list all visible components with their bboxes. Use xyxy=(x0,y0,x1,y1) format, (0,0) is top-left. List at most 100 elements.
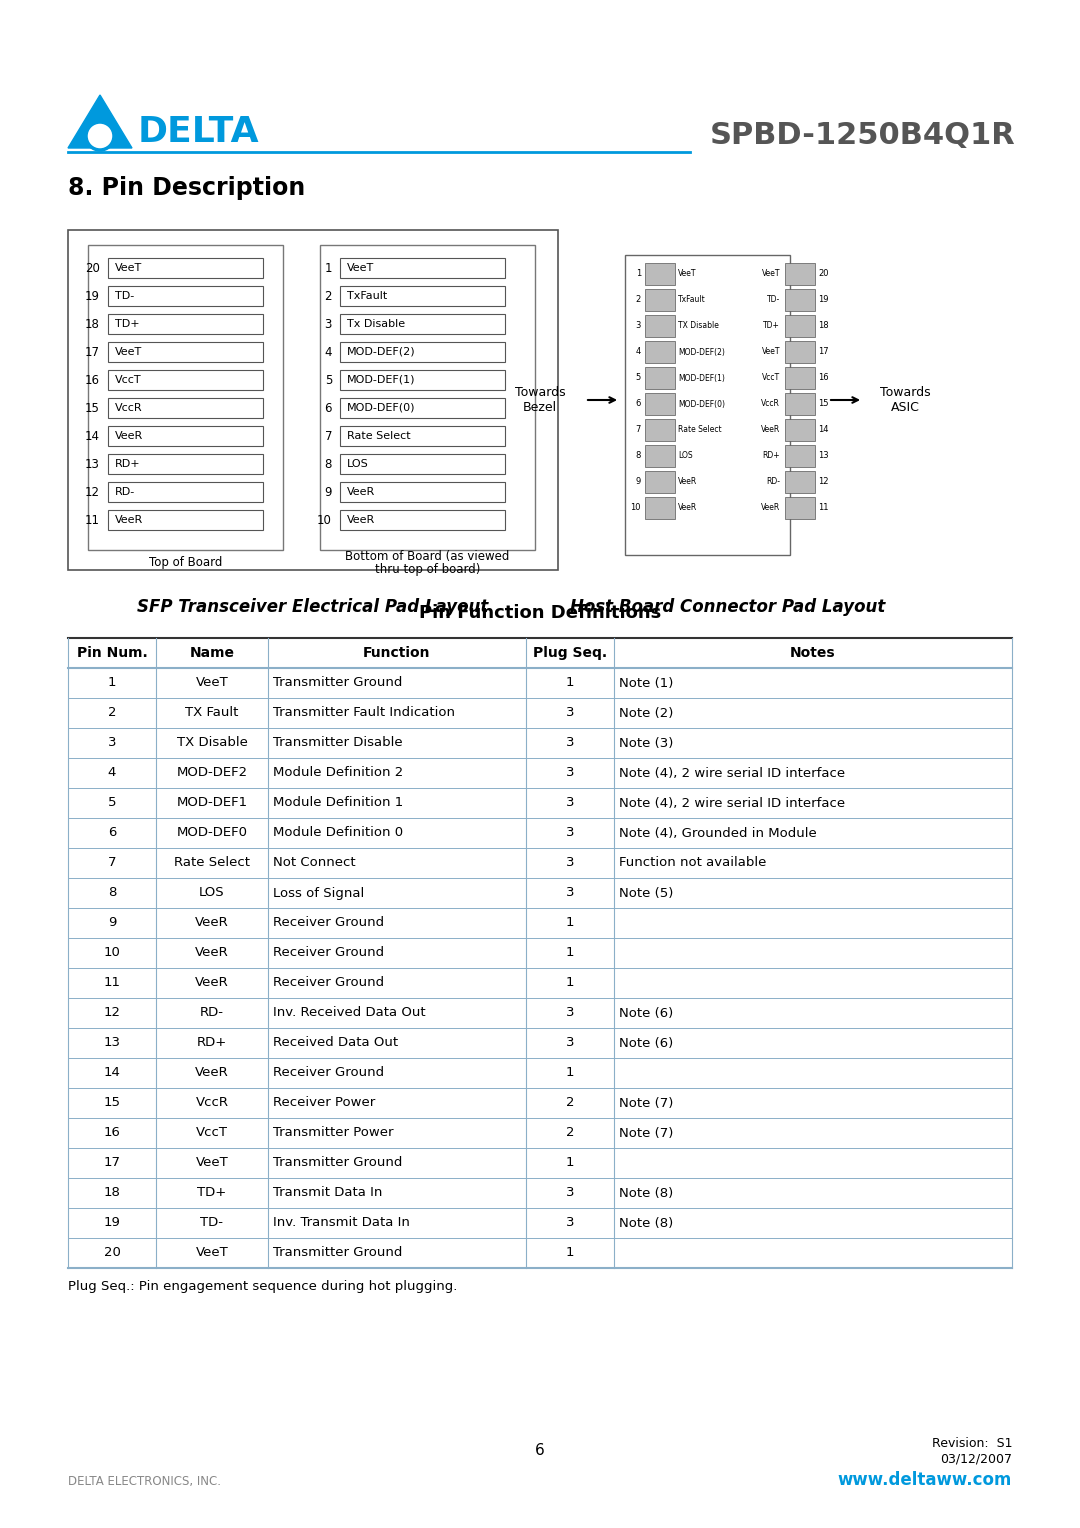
Bar xyxy=(645,419,675,442)
Text: TD+: TD+ xyxy=(114,319,139,329)
Text: TD+: TD+ xyxy=(764,321,780,330)
Text: 19: 19 xyxy=(818,295,828,304)
Text: 18: 18 xyxy=(85,318,100,330)
Bar xyxy=(108,510,264,530)
Bar xyxy=(108,481,264,503)
Text: 2: 2 xyxy=(324,289,332,303)
Text: 18: 18 xyxy=(104,1187,121,1199)
Text: Note (3): Note (3) xyxy=(619,736,673,750)
Text: MOD-DEF(0): MOD-DEF(0) xyxy=(347,403,416,413)
Bar xyxy=(785,419,815,442)
Text: 11: 11 xyxy=(85,513,100,527)
Text: 2: 2 xyxy=(566,1126,575,1140)
Text: 2: 2 xyxy=(108,706,117,720)
Text: Loss of Signal: Loss of Signal xyxy=(273,886,364,900)
Bar xyxy=(785,367,815,390)
Text: 12: 12 xyxy=(104,1007,121,1019)
Text: VeeT: VeeT xyxy=(195,1157,228,1169)
Text: 16: 16 xyxy=(818,373,828,382)
Text: Note (1): Note (1) xyxy=(619,677,673,689)
Bar xyxy=(68,231,558,570)
Text: 7: 7 xyxy=(636,425,642,434)
Text: 20: 20 xyxy=(85,261,100,275)
Text: VeeR: VeeR xyxy=(760,425,780,434)
Text: 8: 8 xyxy=(108,886,117,900)
Text: 1: 1 xyxy=(566,1067,575,1079)
Text: Bottom of Board (as viewed: Bottom of Board (as viewed xyxy=(346,550,510,562)
Text: Receiver Ground: Receiver Ground xyxy=(273,946,384,960)
Bar xyxy=(645,341,675,364)
Text: Rate Select: Rate Select xyxy=(174,857,249,869)
Bar xyxy=(340,258,505,278)
Text: Note (6): Note (6) xyxy=(619,1007,673,1019)
Text: 8. Pin Description: 8. Pin Description xyxy=(68,176,306,200)
Bar xyxy=(645,289,675,312)
Text: 15: 15 xyxy=(818,399,828,408)
Text: 11: 11 xyxy=(818,504,828,512)
Bar xyxy=(625,255,789,555)
Text: Transmitter Disable: Transmitter Disable xyxy=(273,736,403,750)
Text: Receiver Power: Receiver Power xyxy=(273,1097,375,1109)
Text: Receiver Ground: Receiver Ground xyxy=(273,976,384,990)
Text: 8: 8 xyxy=(636,451,642,460)
Text: Transmitter Fault Indication: Transmitter Fault Indication xyxy=(273,706,455,720)
Text: Transmitter Ground: Transmitter Ground xyxy=(273,677,403,689)
Text: 3: 3 xyxy=(566,736,575,750)
Text: 7: 7 xyxy=(108,857,117,869)
Text: VccT: VccT xyxy=(195,1126,228,1140)
Text: MOD-DEF(2): MOD-DEF(2) xyxy=(678,347,725,356)
Text: www.deltaww.com: www.deltaww.com xyxy=(838,1471,1012,1488)
Text: 3: 3 xyxy=(108,736,117,750)
Bar xyxy=(340,426,505,446)
Text: Transmitter Ground: Transmitter Ground xyxy=(273,1247,403,1259)
Text: 10: 10 xyxy=(104,946,121,960)
Text: VeeT: VeeT xyxy=(195,1247,228,1259)
Bar xyxy=(108,370,264,390)
Text: VeeR: VeeR xyxy=(114,515,144,526)
Text: TX Disable: TX Disable xyxy=(176,736,247,750)
Text: 3: 3 xyxy=(636,321,642,330)
Text: MOD-DEF1: MOD-DEF1 xyxy=(176,796,247,810)
Text: DELTA: DELTA xyxy=(138,115,259,150)
Text: TxFault: TxFault xyxy=(347,290,388,301)
Text: 6: 6 xyxy=(324,402,332,414)
Text: 19: 19 xyxy=(104,1216,121,1230)
Text: 2: 2 xyxy=(636,295,642,304)
Bar xyxy=(340,286,505,306)
Text: RD+: RD+ xyxy=(197,1036,227,1050)
Text: 9: 9 xyxy=(108,917,117,929)
Text: 3: 3 xyxy=(566,857,575,869)
Bar xyxy=(785,289,815,312)
Text: MOD-DEF(2): MOD-DEF(2) xyxy=(347,347,416,358)
Text: Note (6): Note (6) xyxy=(619,1036,673,1050)
Text: RD+: RD+ xyxy=(114,458,140,469)
Text: Received Data Out: Received Data Out xyxy=(273,1036,399,1050)
Text: 9: 9 xyxy=(324,486,332,498)
Text: 3: 3 xyxy=(566,796,575,810)
Text: Module Definition 2: Module Definition 2 xyxy=(273,767,403,779)
Bar xyxy=(645,315,675,338)
Text: TD-: TD- xyxy=(201,1216,224,1230)
Bar xyxy=(785,315,815,338)
Bar xyxy=(785,263,815,286)
Text: 2: 2 xyxy=(566,1097,575,1109)
Text: 20: 20 xyxy=(104,1247,121,1259)
Text: 5: 5 xyxy=(108,796,117,810)
Text: Transmitter Ground: Transmitter Ground xyxy=(273,1157,403,1169)
Text: 1: 1 xyxy=(566,1157,575,1169)
Text: Receiver Ground: Receiver Ground xyxy=(273,917,384,929)
Bar xyxy=(108,286,264,306)
Text: Pin Num.: Pin Num. xyxy=(77,646,147,660)
Bar xyxy=(108,258,264,278)
Text: MOD-DEF0: MOD-DEF0 xyxy=(176,827,247,839)
Text: VccR: VccR xyxy=(195,1097,229,1109)
Text: 3: 3 xyxy=(566,706,575,720)
Text: 3: 3 xyxy=(566,767,575,779)
Text: Plug Seq.: Pin engagement sequence during hot plugging.: Plug Seq.: Pin engagement sequence durin… xyxy=(68,1280,457,1293)
Text: Towards
ASIC: Towards ASIC xyxy=(880,387,930,414)
Text: MOD-DEF(1): MOD-DEF(1) xyxy=(347,374,416,385)
Text: VccT: VccT xyxy=(114,374,141,385)
Text: 3: 3 xyxy=(566,1187,575,1199)
Bar xyxy=(785,471,815,494)
Text: 17: 17 xyxy=(818,347,828,356)
